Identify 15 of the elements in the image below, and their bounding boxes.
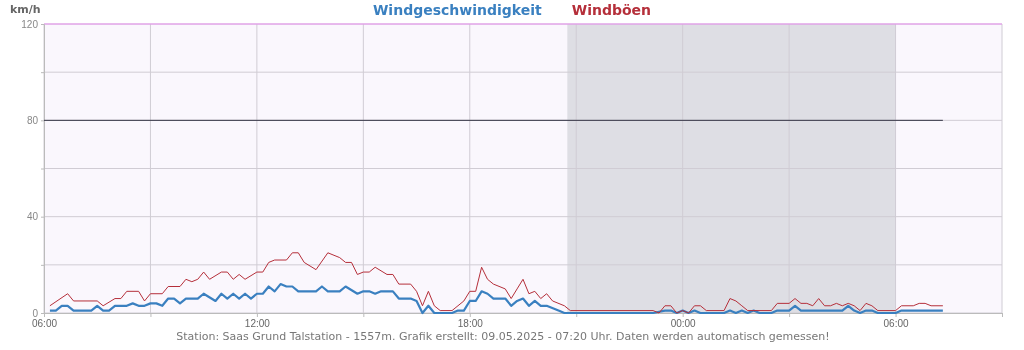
- x-tick-label: 12:00: [244, 318, 271, 330]
- y-tick-label: 40: [26, 211, 39, 223]
- text: Windgeschwindigkeit: [372, 2, 543, 18]
- x-tick-label: 06:00: [883, 318, 909, 330]
- x-tick-label: 06:00: [31, 318, 58, 330]
- text: Windböen: [571, 2, 652, 18]
- y-tick-label: 120: [21, 18, 39, 30]
- y-axis-title: km/h: [10, 3, 41, 16]
- y-tick-label: 0: [32, 307, 39, 319]
- line-series: [48, 283, 944, 315]
- line-series: [49, 252, 944, 314]
- y-tick-label: 80: [26, 115, 39, 127]
- x-tick-label: 00:00: [670, 318, 697, 330]
- text: Station: Saas Grund Talstation - 1557m. Grafik erstellt: 09.05.2025 - 07:20 Uhr. Daten werden automatisch gemessen!: [176, 330, 830, 343]
- x-tick-label: 18:00: [457, 318, 484, 330]
